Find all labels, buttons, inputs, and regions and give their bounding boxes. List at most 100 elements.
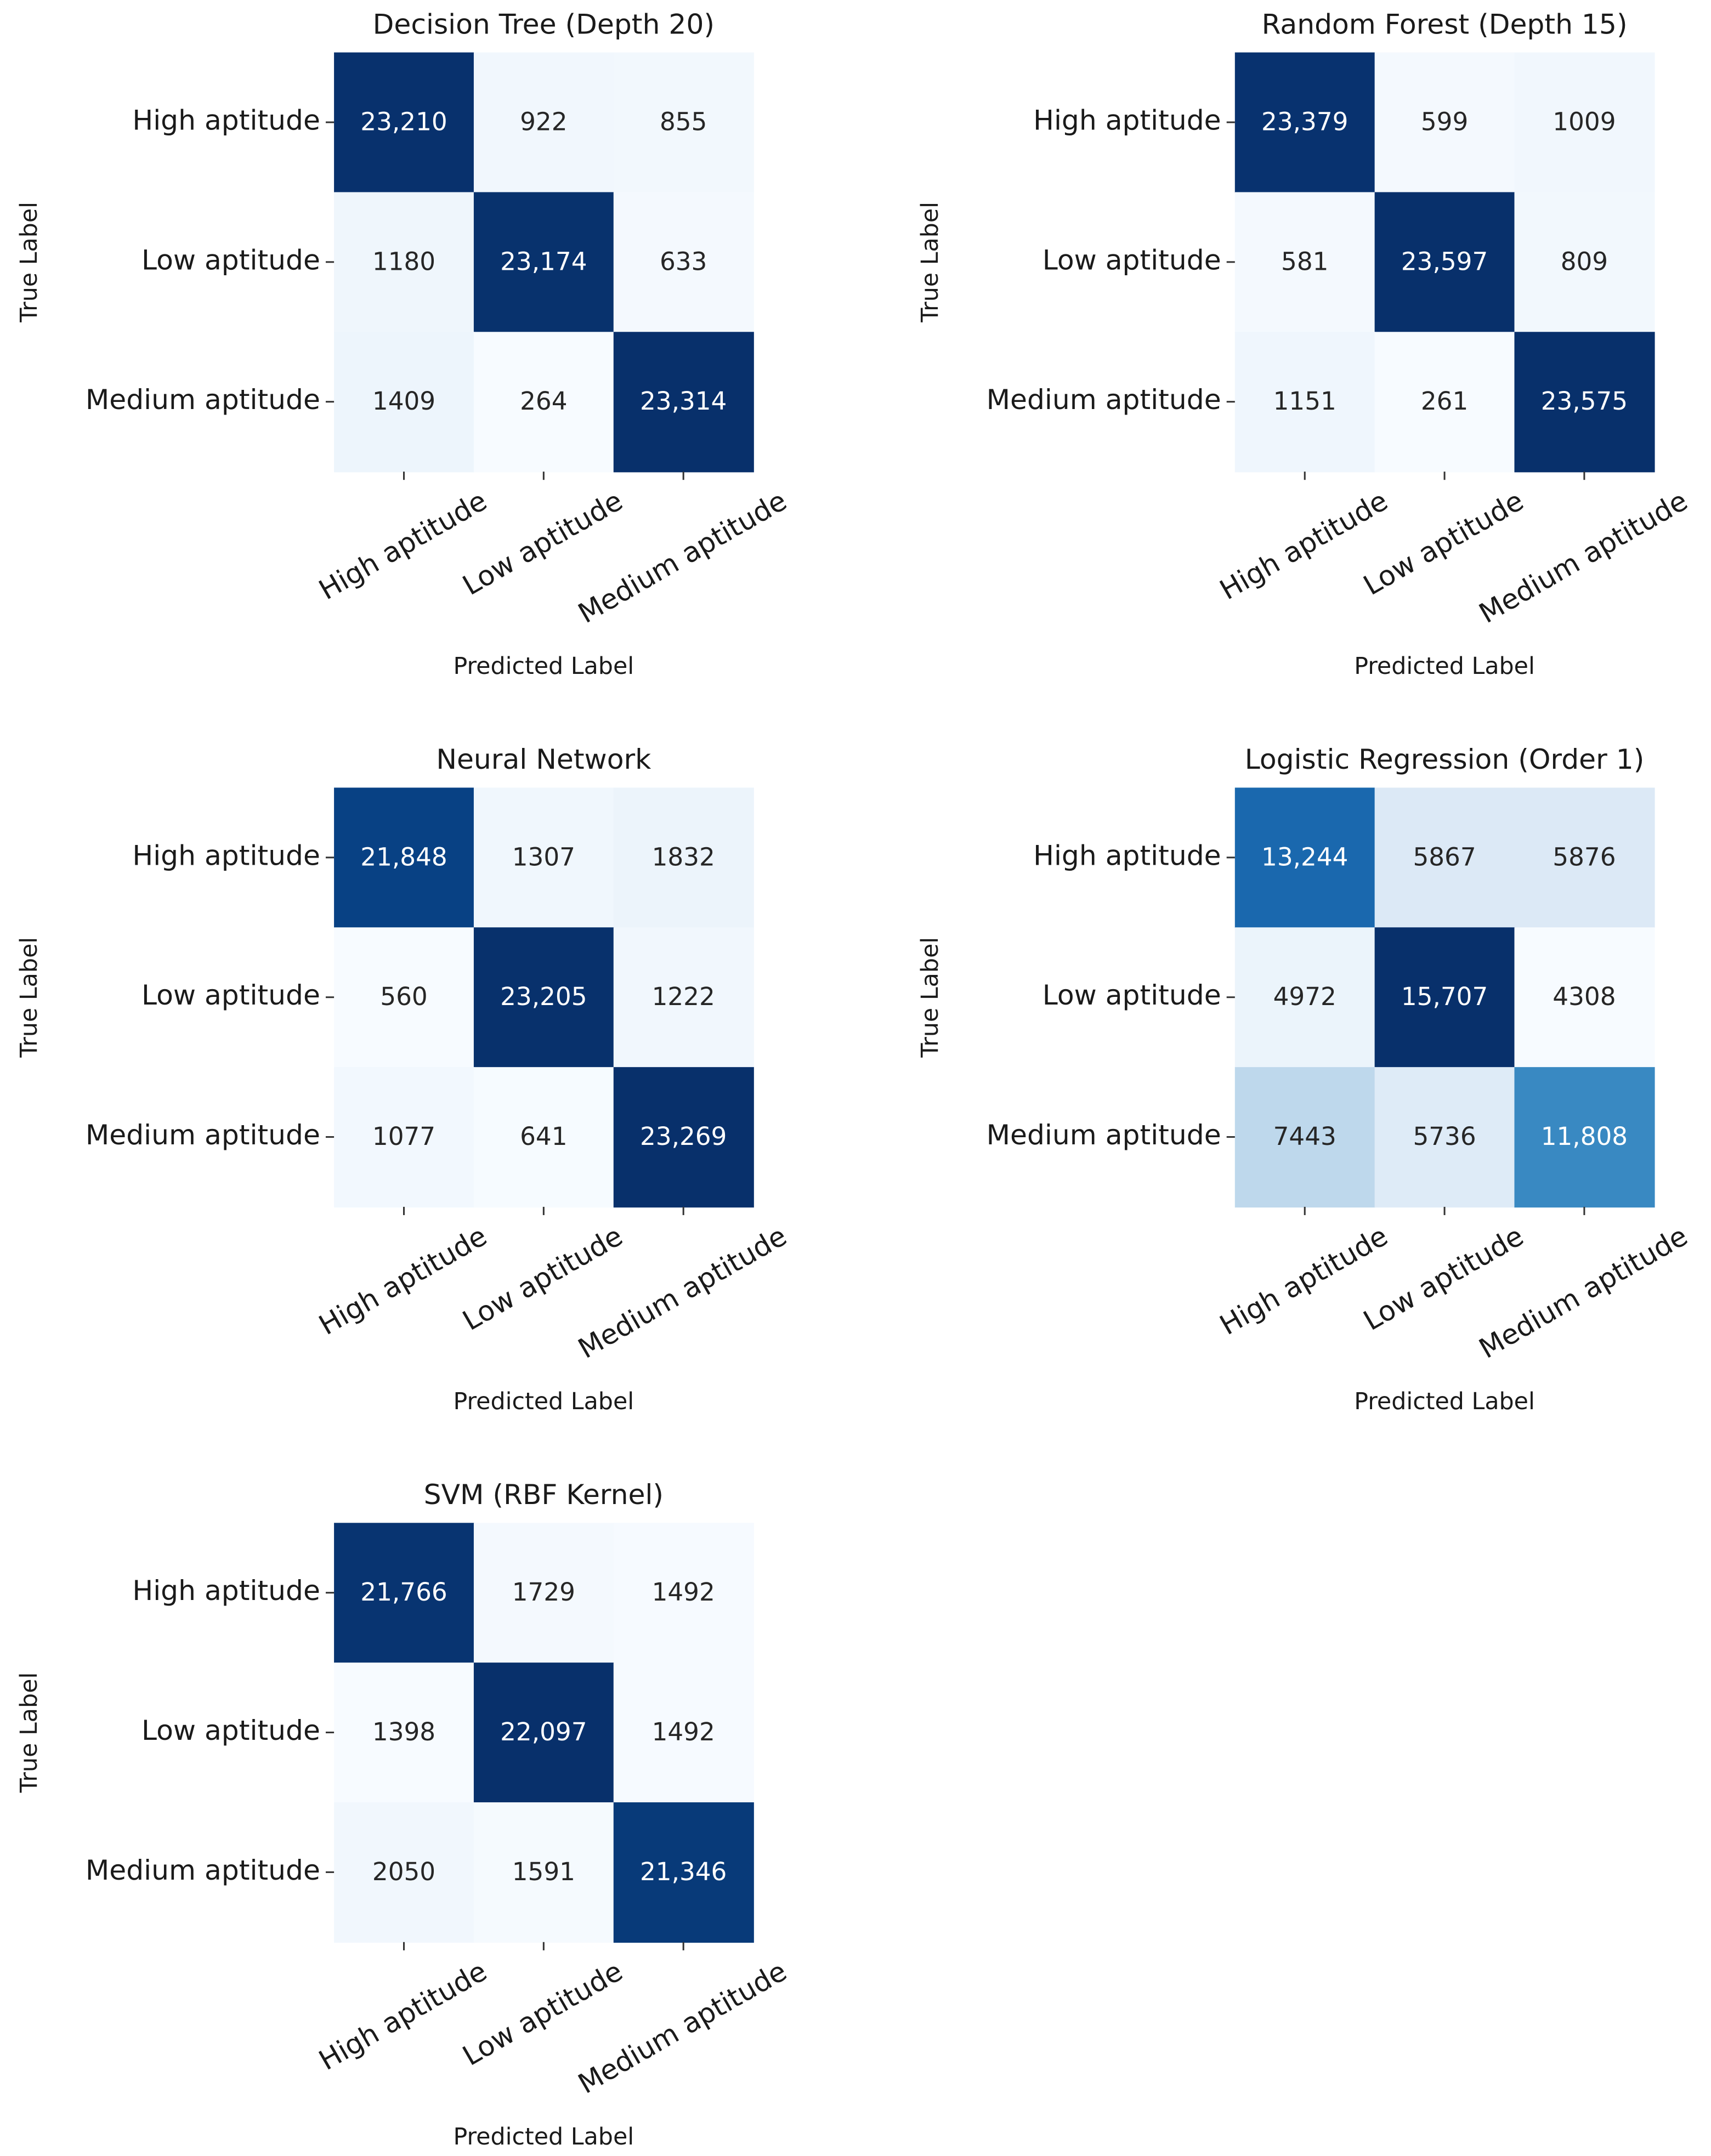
heatmap-cell (334, 1802, 475, 1943)
chart-title: SVM (RBF Kernel) (424, 1478, 664, 1511)
heatmap-cell (473, 192, 615, 333)
chart-title: Decision Tree (Depth 20) (373, 8, 715, 40)
heatmap-cell (1374, 332, 1515, 473)
x-axis-label: Predicted Label (454, 1388, 634, 1415)
cell-label: 1492 (652, 1578, 715, 1607)
cell-label: 641 (520, 1122, 567, 1151)
y-axis-label: True Label (916, 937, 944, 1058)
heatmap-cell (1234, 787, 1375, 928)
panel: Random Forest (Depth 15) 23,379 599 1009 581… (916, 8, 1693, 680)
cell-label: 23,269 (640, 1122, 727, 1151)
cell-label: 23,210 (360, 107, 447, 137)
y-axis-label: True Label (15, 937, 43, 1058)
heatmap-cell (613, 1523, 754, 1664)
heatmap-cell (473, 1067, 615, 1208)
heatmap-cell (613, 52, 754, 193)
heatmap-cell (613, 332, 754, 473)
y-tick-label: Low aptitude (141, 1714, 320, 1746)
heatmap-cell (334, 192, 475, 333)
cell-label: 1398 (372, 1717, 435, 1746)
heatmap-cell (473, 1802, 615, 1943)
y-tick-label: High aptitude (132, 104, 320, 137)
y-tick-label: Low aptitude (1043, 243, 1221, 276)
cell-label: 1492 (652, 1717, 715, 1746)
heatmap-cell (1234, 192, 1375, 333)
y-tick-label: Medium aptitude (987, 1119, 1221, 1151)
y-tick-label: High aptitude (1033, 839, 1221, 871)
y-axis-label: True Label (15, 1672, 43, 1794)
cell-label: 5876 (1553, 842, 1616, 871)
y-tick-label: High aptitude (132, 839, 320, 871)
cell-label: 809 (1561, 247, 1608, 276)
cell-label: 13,244 (1261, 842, 1348, 871)
cell-label: 922 (520, 107, 567, 137)
chart-title: Random Forest (Depth 15) (1262, 8, 1628, 40)
y-axis-label: True Label (15, 202, 43, 323)
heatmap-cell (473, 787, 615, 928)
heatmap-cell (473, 1523, 615, 1664)
y-axis-label: True Label (916, 202, 944, 323)
heatmap-cell (1234, 927, 1375, 1068)
cell-label: 855 (660, 107, 707, 137)
cell-label: 5736 (1413, 1122, 1476, 1151)
y-tick-label: Medium aptitude (987, 383, 1221, 416)
heatmap-cell (334, 52, 475, 193)
cell-label: 15,707 (1401, 982, 1488, 1011)
cell-label: 560 (380, 982, 427, 1011)
heatmap-cell (1234, 1067, 1375, 1208)
heatmap-cell (1374, 52, 1515, 193)
cell-label: 1307 (512, 842, 575, 871)
cell-label: 23,205 (500, 982, 587, 1011)
cell-label: 1077 (372, 1122, 435, 1151)
heatmap-cell (613, 1802, 754, 1943)
heatmap-cell (334, 1523, 475, 1664)
heatmap-cell (473, 927, 615, 1068)
heatmap-cell (1514, 927, 1655, 1068)
heatmap-cell (1514, 192, 1655, 333)
heatmap-cell (613, 1067, 754, 1208)
heatmap-cell (1374, 927, 1515, 1068)
heatmap-cell (1514, 787, 1655, 928)
cell-label: 1591 (512, 1857, 575, 1886)
cell-label: 21,848 (360, 842, 447, 871)
heatmap-cell (334, 787, 475, 928)
cell-label: 22,097 (500, 1717, 587, 1746)
heatmap-cell (613, 1663, 754, 1803)
cell-label: 2050 (372, 1857, 435, 1886)
cell-label: 21,766 (360, 1578, 447, 1607)
panel: Logistic Regression (Order 1) 13,244 5867 5… (916, 743, 1693, 1415)
heatmap-cell (1514, 52, 1655, 193)
cell-label: 1151 (1273, 387, 1336, 416)
chart-title: Logistic Regression (Order 1) (1245, 743, 1645, 775)
heatmap-cell (334, 1067, 475, 1208)
y-tick-label: Low aptitude (1043, 979, 1221, 1011)
x-axis-label: Predicted Label (454, 653, 634, 680)
cell-label: 1009 (1553, 107, 1616, 137)
cell-label: 5867 (1413, 842, 1476, 871)
cell-label: 1409 (372, 387, 435, 416)
panel: Decision Tree (Depth 20) 23,210 922 855 1180… (15, 8, 792, 680)
cell-label: 261 (1421, 387, 1468, 416)
heatmap-cell (1234, 332, 1375, 473)
y-tick-label: Low aptitude (141, 979, 320, 1011)
x-axis-label: Predicted Label (1354, 653, 1535, 680)
cell-label: 21,346 (640, 1857, 727, 1886)
cell-label: 1832 (652, 842, 715, 871)
cell-label: 23,597 (1401, 247, 1488, 276)
y-tick-label: High aptitude (1033, 104, 1221, 137)
heatmap-cell (1514, 1067, 1655, 1208)
cell-label: 1729 (512, 1578, 575, 1607)
x-axis-label: Predicted Label (1354, 1388, 1535, 1415)
cell-label: 23,575 (1541, 387, 1628, 416)
cell-label: 7443 (1273, 1122, 1336, 1151)
cell-label: 1222 (652, 982, 715, 1011)
cell-label: 599 (1421, 107, 1468, 137)
heatmap-cell (473, 332, 615, 473)
heatmap-cell (334, 332, 475, 473)
heatmap-cell (1374, 192, 1515, 333)
y-tick-label: Medium aptitude (86, 1854, 320, 1886)
heatmap-cell (613, 927, 754, 1068)
cell-label: 4308 (1553, 982, 1616, 1011)
heatmap-cell (334, 1663, 475, 1803)
